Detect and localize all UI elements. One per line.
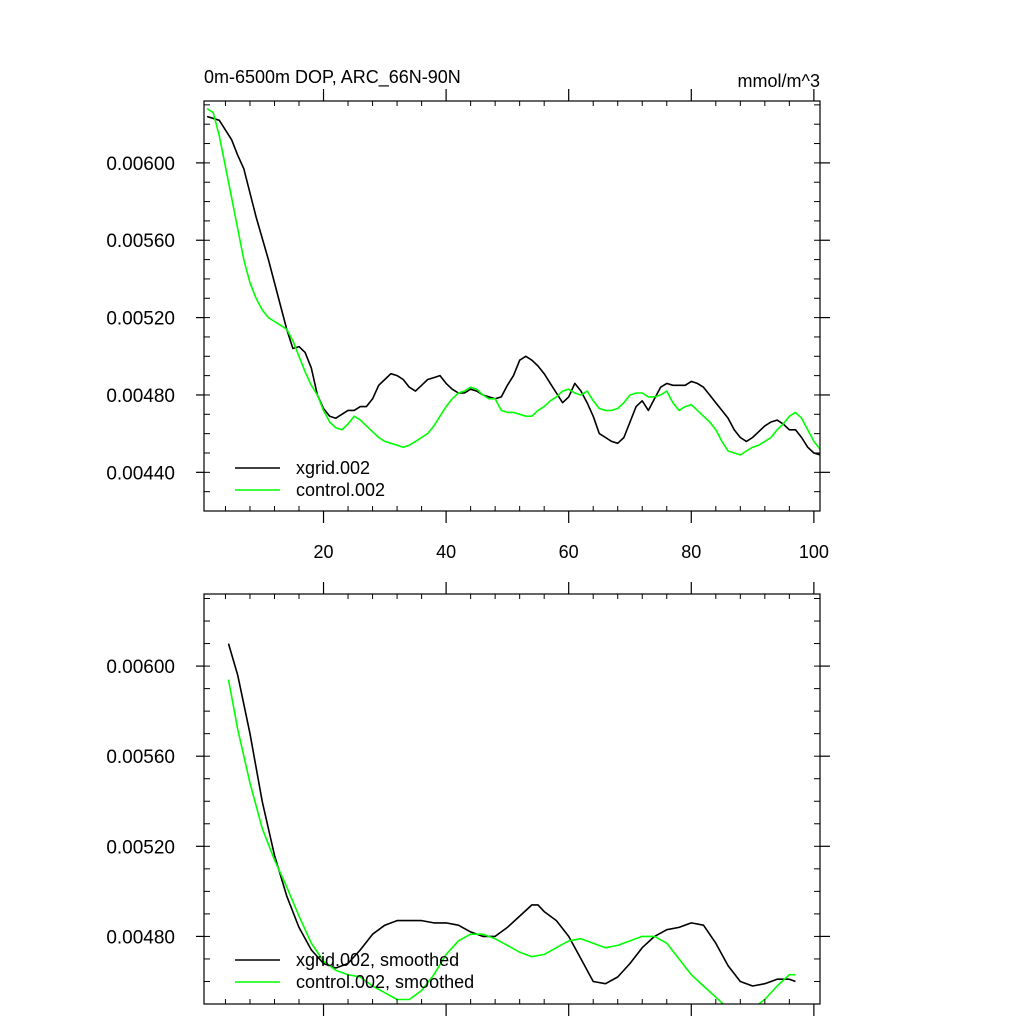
legend-label: xgrid.002 — [296, 458, 370, 478]
series-line-xgrid-002 — [206, 115, 820, 456]
series-line-control-002-smoothed — [227, 679, 796, 1004]
y-tick-label: 0.00560 — [106, 747, 175, 768]
y-tick-label: 0.00480 — [106, 386, 175, 407]
series-line-xgrid-002-smoothed — [227, 643, 796, 987]
legend-label: control.002, smoothed — [296, 972, 474, 992]
plot-title: 0m-6500m DOP, ARC_66N-90N — [204, 67, 461, 88]
y-tick-label: 0.00600 — [106, 154, 175, 175]
y-tick-label: 0.00560 — [106, 231, 175, 252]
plot-frame — [203, 593, 821, 1005]
x-tick-label: 100 — [799, 542, 829, 562]
top-plot-panel: 0m-6500m DOP, ARC_66N-90N mmol/m^3 20 40 6… — [106, 67, 830, 562]
x-tick-label: 40 — [436, 542, 456, 562]
plot-frame — [203, 100, 821, 512]
y-tick-label: 0.00600 — [106, 657, 175, 678]
x-tick-label: 60 — [559, 542, 579, 562]
legend-label: control.002 — [296, 480, 385, 500]
y-tick-label: 0.00520 — [106, 837, 175, 858]
bottom-plot-panel: 0.00480 0.00520 0.00560 0.00600 xgrid.002, … — [106, 582, 830, 1016]
series-line-control-002 — [206, 108, 820, 456]
y-tick-label: 0.00520 — [106, 309, 175, 330]
x-tick-label: 80 — [681, 542, 701, 562]
y-tick-label: 0.00480 — [106, 927, 175, 948]
legend-label: xgrid.002, smoothed — [296, 950, 459, 970]
x-tick-label: 20 — [314, 542, 334, 562]
y-tick-label: 0.00440 — [106, 463, 175, 484]
units-label: mmol/m^3 — [738, 71, 820, 91]
